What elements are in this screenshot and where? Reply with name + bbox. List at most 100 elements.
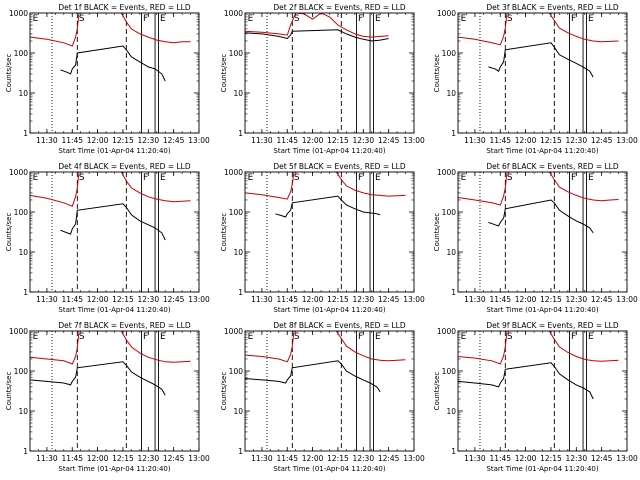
panel-title: Det 8f BLACK = Events, RED = LLD (273, 321, 406, 330)
x-tick-label: 11:45 (276, 136, 298, 145)
event-marker-label: E (588, 173, 594, 183)
x-axis-label: Start Time (01-Apr-04 11:20:40) (58, 147, 170, 155)
x-tick-label: 12:30 (352, 295, 374, 304)
event-marker-label: E (375, 332, 381, 342)
x-tick-label: 12:30 (565, 454, 587, 463)
y-tick-label: 1 (23, 447, 28, 456)
y-tick-label: 100 (14, 49, 29, 58)
events-series-line (275, 195, 381, 218)
x-axis-label: Start Time (01-Apr-04 11:20:40) (58, 465, 170, 473)
event-marker-label: S (79, 14, 85, 24)
x-tick-label: 12:45 (591, 454, 613, 463)
y-tick-label: 1 (451, 288, 456, 297)
x-tick-label: 11:30 (251, 136, 273, 145)
x-tick-label: 11:30 (36, 454, 58, 463)
event-marker-label: F (571, 173, 576, 183)
y-tick-label: 1 (451, 447, 456, 456)
x-tick-label: 11:30 (251, 454, 273, 463)
x-tick-label: 12:00 (87, 295, 109, 304)
x-tick-label: 12:45 (163, 295, 185, 304)
x-tick-label: 11:30 (36, 295, 58, 304)
events-series-line (60, 203, 166, 241)
x-tick-label: 12:45 (378, 295, 400, 304)
events-series-line (245, 360, 381, 393)
x-tick-label: 13:00 (616, 454, 638, 463)
event-marker-label: F (571, 332, 576, 342)
event-marker-label: S (294, 173, 300, 183)
panel-title: Det 1f BLACK = Events, RED = LLD (58, 3, 191, 12)
x-tick-label: 12:00 (302, 295, 324, 304)
lld-series-line (458, 13, 619, 46)
event-marker-label: E (375, 173, 381, 183)
x-tick-label: 12:00 (87, 136, 109, 145)
x-tick-label: 12:30 (137, 136, 159, 145)
y-tick-label: 10 (18, 89, 28, 98)
panel-det-4: Det 4f BLACK = Events, RED = LLD Counts/s… (5, 162, 210, 314)
lld-series-line (458, 331, 619, 365)
plot-frame (457, 12, 628, 134)
y-axis-label: Counts/sec (220, 372, 228, 411)
x-tick-label: 11:45 (276, 454, 298, 463)
lld-series-line (245, 331, 406, 363)
x-axis-label: Start Time (01-Apr-04 11:20:40) (486, 465, 598, 473)
y-tick-label: 1000 (437, 9, 456, 18)
x-tick-label: 11:45 (61, 136, 83, 145)
x-tick-label: 12:15 (540, 295, 562, 304)
x-tick-label: 11:30 (464, 454, 486, 463)
event-marker-label: E (461, 332, 467, 342)
x-axis-label: Start Time (01-Apr-04 11:20:40) (58, 306, 170, 314)
event-marker-label: E (248, 173, 254, 183)
x-tick-label: 11:45 (276, 295, 298, 304)
x-tick-label: 12:00 (302, 136, 324, 145)
y-tick-label: 1 (238, 447, 243, 456)
event-marker-label: S (294, 14, 300, 24)
x-tick-label: 12:00 (515, 295, 537, 304)
y-tick-label: 1000 (9, 9, 28, 18)
x-tick-label: 12:15 (327, 454, 349, 463)
y-tick-label: 100 (14, 208, 29, 217)
panel-det-9: Det 9f BLACK = Events, RED = LLD Counts/s… (433, 321, 638, 473)
event-marker-label: F (571, 14, 576, 24)
event-marker-label: S (507, 173, 513, 183)
x-tick-label: 11:30 (36, 136, 58, 145)
x-tick-label: 12:00 (87, 454, 109, 463)
panel-det-7: Det 7f BLACK = Events, RED = LLD Counts/s… (5, 321, 210, 473)
x-axis-label: Start Time (01-Apr-04 11:20:40) (486, 306, 598, 314)
plot-frame (29, 12, 200, 134)
x-tick-label: 12:30 (137, 295, 159, 304)
plot-frame (29, 171, 200, 293)
x-tick-label: 13:00 (403, 295, 425, 304)
lld-series-line (30, 172, 191, 207)
x-tick-label: 12:45 (591, 295, 613, 304)
x-tick-label: 11:30 (464, 295, 486, 304)
panel-det-5: Det 5f BLACK = Events, RED = LLD Counts/s… (220, 162, 425, 314)
event-marker-label: E (33, 332, 39, 342)
plot-frame (244, 171, 415, 293)
y-tick-label: 1000 (9, 327, 28, 336)
event-marker-label: E (160, 332, 166, 342)
x-tick-label: 11:45 (489, 136, 511, 145)
event-marker-label: S (79, 173, 85, 183)
x-tick-label: 12:15 (112, 454, 134, 463)
x-tick-label: 12:45 (591, 136, 613, 145)
event-marker-label: E (33, 173, 39, 183)
events-series-line (60, 45, 166, 82)
y-tick-label: 1 (238, 288, 243, 297)
panel-title: Det 3f BLACK = Events, RED = LLD (486, 3, 619, 12)
event-marker-label: S (294, 332, 300, 342)
x-tick-label: 12:30 (352, 454, 374, 463)
x-tick-label: 11:45 (489, 454, 511, 463)
event-marker-label: F (143, 173, 148, 183)
events-series-line (488, 42, 594, 78)
plot-frame (244, 12, 415, 134)
x-axis-label: Start Time (01-Apr-04 11:20:40) (486, 147, 598, 155)
event-marker-label: E (248, 332, 254, 342)
y-tick-label: 10 (18, 248, 28, 257)
panel-title: Det 9f BLACK = Events, RED = LLD (486, 321, 619, 330)
y-tick-label: 1000 (224, 327, 243, 336)
x-tick-label: 11:30 (464, 136, 486, 145)
x-tick-label: 12:15 (112, 295, 134, 304)
event-marker-label: E (248, 14, 254, 24)
panel-det-3: Det 3f BLACK = Events, RED = LLD Counts/s… (433, 3, 638, 155)
y-tick-label: 1 (238, 129, 243, 138)
